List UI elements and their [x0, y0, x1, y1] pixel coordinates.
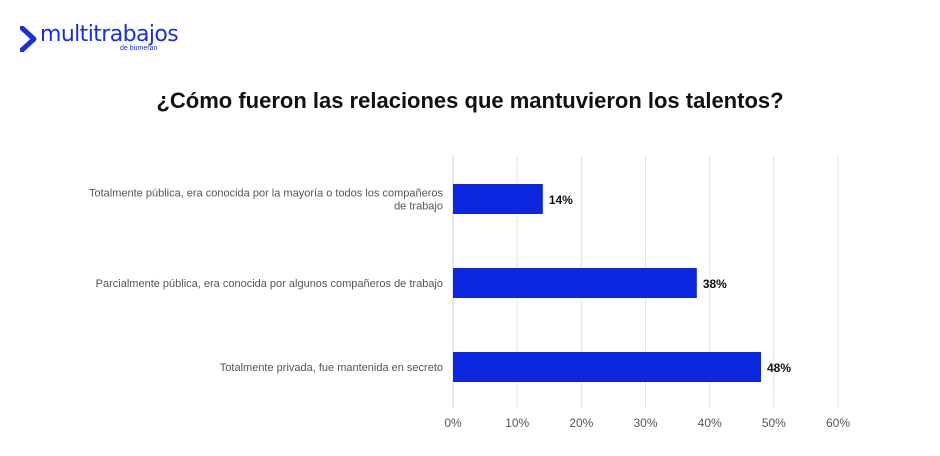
x-tick-label: 50%	[762, 416, 786, 430]
category-label: Totalmente pública, era conocida por la …	[89, 188, 444, 213]
bar	[453, 184, 543, 214]
category-label: Parcialmente pública, era conocida por a…	[96, 278, 443, 290]
chart-title: ¿Cómo fueron las relaciones que mantuvie…	[156, 88, 784, 113]
x-tick-label: 10%	[505, 416, 529, 430]
data-label: 38%	[703, 277, 727, 291]
x-tick-label: 40%	[698, 416, 722, 430]
category-label: Totalmente privada, fue mantenida en sec…	[220, 362, 443, 374]
data-label: 48%	[767, 361, 791, 375]
x-tick-label: 20%	[569, 416, 593, 430]
bar	[453, 268, 697, 298]
x-tick-label: 30%	[633, 416, 657, 430]
bar	[453, 352, 761, 382]
chevron-logo-icon	[20, 26, 37, 52]
brand-logo: multitrabajos de bumeran	[20, 22, 179, 53]
x-tick-label: 0%	[444, 416, 462, 430]
brand-name: multitrabajos	[40, 22, 179, 47]
brand-tagline: de bumeran	[120, 45, 158, 52]
x-tick-label: 60%	[826, 416, 850, 430]
data-label: 14%	[549, 193, 573, 207]
